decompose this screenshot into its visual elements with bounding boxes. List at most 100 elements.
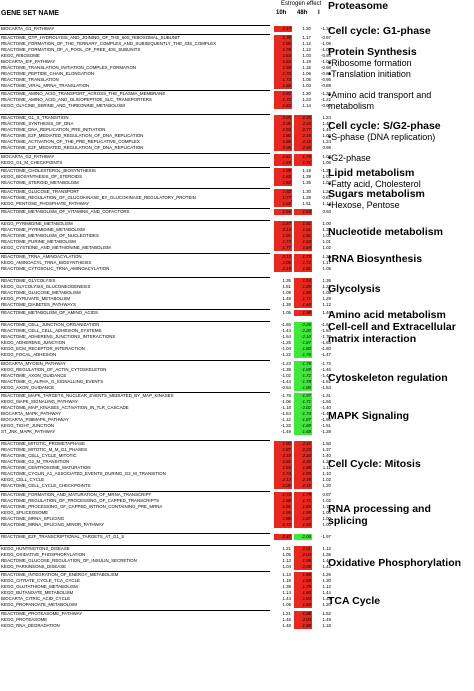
table-row: REACTOME_TRANSLATION 1.73 1.05 -0.95 (0, 76, 474, 83)
table-row: KEGG_SPLICEOSOME 1.95 1.95 1.06 (0, 509, 474, 516)
gene-set-name: REACTOME_MAPK_TARGETS_NUCLEAR_EVENTS_MED… (1, 393, 174, 398)
table-row: REACTOME_CYTOSOLIC_TRNA_AMINOACYLATION 2.… (0, 265, 474, 272)
value-i: 1.00 (314, 133, 332, 139)
gene-set-name: REACTOME_TRANSLATION_INITIATION_COMPLEX_… (1, 64, 137, 70)
value-i: 1.00 (314, 221, 332, 227)
gene-set-name: KEGG_MAPK_SIGNALING_PATHWAY (1, 399, 78, 404)
value-48h: 1.15 (294, 64, 312, 71)
value-10h: 1.46 (274, 616, 292, 623)
table-row: REACTOME_MAPK_TARGETS_NUCLEAR_EVENTS_MED… (0, 393, 474, 399)
value-10h: 1.66 (274, 82, 292, 89)
table-row: REACTOME_E2F_MEDIATED_REGULATION_OF_DNA_… (0, 133, 474, 139)
table-row: REACTOME_MITOTIC_M_M_G1_PHASES 1.87 2.23 1.… (0, 447, 474, 453)
category-label: Amino acid metabolism (328, 309, 446, 321)
value-48h: 1.19 (294, 58, 312, 65)
table-row: KEGG_AMINOACYL_TRNA_BIOSYNTHESIS 2.06 1.72… (0, 259, 474, 266)
gene-set-name: KEGG_OXIDATIVE_PHOSPHORYLATION (1, 551, 86, 557)
table-row: KEGG_GLYCOLYSIS_GLUCONEOGENESIS 1.51 1.69 1… (0, 283, 474, 290)
table-row: KEGG_ADHERENS_JUNCTION -1.26 -1.87 -1.65 (0, 340, 474, 346)
group-separator (0, 490, 270, 492)
value-i: 1.42 (314, 563, 332, 570)
value-i: 1.37 (314, 447, 332, 453)
value-48h: 2.06 (294, 563, 312, 570)
value-10h: -1.04 (274, 346, 292, 352)
gene-set-name: KEGG_GLUTATHIONE_METABOLISM (1, 584, 78, 589)
estrogen-effect-header: Estrogen effect (281, 1, 322, 7)
category-label: Sugars metabolism •Hexose, Pentose (328, 188, 425, 211)
category-title: Cytoskeleton regulation (328, 371, 448, 384)
value-i: 1.46 (314, 310, 332, 316)
gene-set-name: REACTOME_REGULATION_OF_GLUCOKINASE_BY_GL… (1, 194, 196, 200)
table-row: BIOCARTA_CITRIC_ACID_CYCLE 1.44 1.84 1.48 (0, 596, 474, 602)
value-48h: 1.35 (294, 180, 312, 186)
value-48h: 1.95 (294, 557, 312, 564)
table-row: REACTOME_REGULATION_OF_PROCESSING_OF_CAP… (0, 497, 474, 504)
category-label: Protein Synthesis •Ribosome formation •Tra… (328, 46, 417, 80)
table-row: REACTOME_METABOLISM_OF_VITAMINS_AND_COFA… (0, 209, 474, 215)
value-10h: 2.17 (274, 26, 292, 32)
value-i: 0.99 (314, 145, 332, 151)
value-i: 1.24 (314, 115, 332, 121)
table-row: KEGG_GLYCINE_SERINE_AND_THREONINE_METABO… (0, 103, 474, 109)
table-row: REACTOME_PEPTIDE_CHAIN_ELONGATION 1.73 1.0… (0, 70, 474, 77)
value-48h: -1.69 (294, 423, 312, 429)
value-i: 1.08 (314, 153, 332, 160)
value-48h: 1.03 (294, 82, 312, 89)
value-i: 1.48 (314, 121, 332, 127)
gene-set-name: REACTOME_GLUCOSE_REGULATION_OF_INSULIN_S… (1, 557, 137, 563)
value-i: -1.46 (314, 366, 332, 373)
value-i: -0.97 (314, 34, 332, 41)
value-i: -1.22 (314, 97, 332, 103)
value-10h: 1.69 (274, 200, 292, 207)
table-row: REACTOME_CELL_CYCLE_MITOTIC 2.10 2.34 1.40 (0, 453, 474, 459)
value-i: -1.53 (314, 384, 332, 391)
table-row: KEGG_GLUTATHIONE_METABOLISM 1.38 1.79 1.12 (0, 584, 474, 590)
value-10h: 1.35 (274, 277, 292, 284)
table-row: KEGG_G1_M_CHECKPOINTS 1.69 1.71 1.06 (0, 159, 474, 166)
value-10h: 1.19 (274, 578, 292, 584)
value-i: -0.90 (314, 103, 332, 109)
category-label: RNA processing and splicing (328, 503, 468, 527)
value-10h: 1.66 (274, 209, 292, 215)
table-row: REACTOME_MITOTIC_PROMETAPHASE 1.80 2.41 1.5… (0, 441, 474, 447)
value-10h: 1.78 (274, 34, 292, 41)
gene-set-name: REACTOME_CHOLESTEROL_BIOSYNTHESIS (1, 168, 96, 173)
group-separator (0, 544, 270, 546)
value-10h: 1.84 (274, 465, 292, 471)
col-i-header: I (318, 10, 320, 16)
value-10h: -1.32 (274, 423, 292, 429)
value-i: 1.31 (314, 227, 332, 233)
table-row: REACTOME_GLUCOSE_METABOLISM 1.09 1.80 1.08 (0, 289, 474, 296)
table-row: REACTOME_G_ALPHA_G_SIGNALLING_EVENTS -1.4… (0, 378, 474, 385)
category-label: Proteasome (328, 0, 388, 12)
category-label: Cell cycle: S/G2-phase •S-phase (DNA repl… (328, 120, 441, 143)
table-row: REACTOME_INTEGRATION_OF_ENERGY_METABOLIS… (0, 572, 474, 578)
value-i: -1.43 (314, 372, 332, 379)
value-10h: 1.61 (274, 153, 292, 160)
category-label: Lipid metabolism •Fatty acid, Cholesterol (328, 167, 421, 190)
gene-set-name: BIOCARTA_MYOSIN_PATHWAY (1, 360, 66, 366)
value-48h: 1.89 (294, 578, 312, 584)
value-i: -1.70 (314, 334, 332, 340)
table-row: KEGG_PARKINSONS_DISEASE 1.04 2.06 1.42 (0, 563, 474, 570)
value-48h: 2.04 (294, 551, 312, 558)
value-48h: 2.77 (294, 127, 312, 133)
gene-set-name: REACTOME_PROTEASOME_PATHWAY (1, 610, 83, 616)
gene-set-name: REACTOME_CELL_CELL_ADHESION_SYSTEMS (1, 328, 102, 333)
col-10h-header: 10h (276, 10, 287, 16)
value-48h: 1.86 (294, 610, 312, 617)
value-10h: 1.05 (274, 551, 292, 558)
table-row: REACTOME_GTP_HYDROLYSIS_AND_JOINING_OF_T… (0, 34, 474, 41)
gene-set-name: REACTOME_E2F_TRANSCRIPTIONAL_TARGETS_AT_… (1, 533, 125, 539)
table-row: REACTOME_CELL_CYCLE_CHECKPOINTS 2.00 2.15 1… (0, 483, 474, 489)
value-i: -1.31 (314, 393, 332, 399)
table-row: REACTOME_AMINO_ACID_AND_OLIGOPEPTIDE_SLC… (0, 97, 474, 103)
value-48h: 1.30 (294, 188, 312, 195)
category-title: Cell Cycle: Mitosis (328, 458, 421, 470)
value-i: -0.95 (314, 76, 332, 83)
group-separator (0, 321, 270, 323)
gene-set-name: REACTOME_MRNA_SPLICING_MINOR_PATHWAY (1, 521, 105, 527)
value-10h: 2.10 (274, 453, 292, 459)
gene-set-name: REACTOME_GTP_HYDROLYSIS_AND_JOINING_OF_T… (1, 34, 180, 40)
value-48h: 1.14 (294, 103, 312, 109)
